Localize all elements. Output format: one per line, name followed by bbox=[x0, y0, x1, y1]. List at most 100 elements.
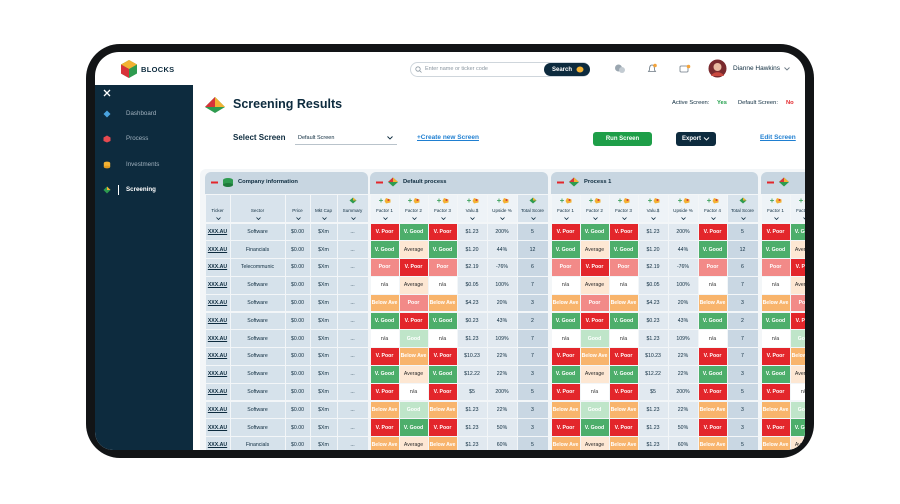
company-cell[interactable]: XXX.AU bbox=[205, 223, 230, 241]
factor-icons[interactable] bbox=[677, 197, 691, 204]
collapse-group[interactable] bbox=[376, 181, 383, 184]
company-cell: $0.00 bbox=[285, 365, 310, 383]
value-cell: $1.23 bbox=[638, 330, 668, 348]
factor-icons[interactable] bbox=[436, 197, 450, 204]
sort-chevron[interactable] bbox=[350, 217, 356, 220]
rating-cell: Average bbox=[399, 365, 428, 383]
user-menu-chevron[interactable] bbox=[784, 67, 790, 71]
rating-cell: n/a bbox=[698, 276, 727, 294]
company-cell[interactable]: XXX.AU bbox=[205, 241, 230, 259]
rating-cell: V. Poor bbox=[399, 259, 428, 276]
company-cell: $0.00 bbox=[285, 401, 310, 419]
value-cell: 2 bbox=[517, 312, 548, 330]
collapse-group[interactable] bbox=[557, 181, 564, 184]
company-cell[interactable]: XXX.AU bbox=[205, 294, 230, 312]
factor-icons[interactable] bbox=[647, 197, 661, 204]
value-cell: 7 bbox=[727, 330, 758, 348]
sort-chevron[interactable] bbox=[411, 217, 417, 220]
sort-chevron[interactable] bbox=[592, 217, 598, 220]
message-icon[interactable] bbox=[679, 64, 691, 74]
sort-chevron[interactable] bbox=[470, 217, 475, 220]
column-label: Summary bbox=[342, 208, 363, 213]
close-sidebar[interactable] bbox=[103, 89, 111, 97]
company-cell[interactable]: XXX.AU bbox=[205, 419, 230, 437]
search-button[interactable]: Search bbox=[544, 63, 590, 76]
factor-icons[interactable] bbox=[588, 197, 602, 204]
company-cell: $0.00 bbox=[285, 330, 310, 348]
company-cell[interactable]: XXX.AU bbox=[205, 276, 230, 294]
export-button[interactable]: Export bbox=[676, 132, 716, 146]
edit-screen-link[interactable]: Edit Screen bbox=[760, 134, 796, 141]
sort-chevron[interactable] bbox=[802, 217, 806, 220]
company-cell: Software bbox=[230, 276, 285, 294]
company-cell[interactable]: XXX.AU bbox=[205, 330, 230, 348]
company-cell[interactable]: XXX.AU bbox=[205, 401, 230, 419]
sidebar-item[interactable]: Dashboard bbox=[126, 110, 157, 117]
column-header: Total Score bbox=[517, 195, 548, 222]
user-avatar[interactable] bbox=[708, 59, 727, 78]
company-cell: Software bbox=[230, 312, 285, 330]
column-header: Sector bbox=[230, 195, 285, 222]
factor-icons[interactable] bbox=[559, 197, 573, 204]
factor-icons[interactable] bbox=[769, 197, 783, 204]
sort-chevron[interactable] bbox=[500, 217, 505, 220]
company-cell[interactable]: XXX.AU bbox=[205, 383, 230, 401]
rating-cell: Average bbox=[580, 365, 609, 383]
column-label: Upside % bbox=[673, 208, 693, 213]
value-cell: 5 bbox=[727, 437, 758, 450]
company-cell: ... bbox=[337, 401, 368, 419]
rating-cell: V. Poor bbox=[551, 223, 580, 241]
factor-icons[interactable] bbox=[496, 197, 510, 204]
user-name: Dianne Hawkins bbox=[733, 65, 780, 72]
sidebar-item[interactable]: Investments bbox=[126, 161, 160, 168]
create-screen-link[interactable]: +Create new Screen bbox=[417, 134, 479, 141]
company-cell: ... bbox=[337, 419, 368, 437]
company-cell[interactable]: XXX.AU bbox=[205, 365, 230, 383]
sort-chevron[interactable] bbox=[321, 217, 327, 220]
company-cell[interactable]: XXX.AU bbox=[205, 437, 230, 450]
company-cell: $0.00 bbox=[285, 419, 310, 437]
company-cell: Financials bbox=[230, 437, 285, 450]
factor-icons[interactable] bbox=[706, 197, 720, 204]
sort-chevron[interactable] bbox=[681, 217, 686, 220]
run-screen-button[interactable]: Run Screen bbox=[593, 132, 652, 146]
sort-chevron[interactable] bbox=[530, 217, 536, 220]
rating-cell: Below Ave bbox=[428, 437, 457, 450]
bell-icon[interactable] bbox=[647, 63, 658, 74]
company-cell[interactable]: XXX.AU bbox=[205, 259, 230, 276]
company-cell[interactable]: XXX.AU bbox=[205, 312, 230, 330]
company-cell: $Xm bbox=[310, 348, 337, 365]
chat-icon[interactable] bbox=[614, 64, 626, 74]
sort-chevron[interactable] bbox=[773, 217, 779, 220]
factor-icons[interactable] bbox=[617, 197, 631, 204]
sort-chevron[interactable] bbox=[651, 217, 656, 220]
factor-icons[interactable] bbox=[798, 197, 805, 204]
rating-cell: V. Poor bbox=[551, 383, 580, 401]
column-label: Mkt Cap bbox=[314, 208, 333, 213]
sort-chevron[interactable] bbox=[382, 217, 388, 220]
company-cell[interactable]: XXX.AU bbox=[205, 348, 230, 365]
collapse-group[interactable] bbox=[767, 181, 774, 184]
factor-icons[interactable] bbox=[378, 197, 392, 204]
sort-chevron[interactable] bbox=[440, 217, 446, 220]
rating-cell: V. Poor bbox=[370, 419, 399, 437]
sort-chevron[interactable] bbox=[710, 217, 716, 220]
sort-chevron[interactable] bbox=[621, 217, 627, 220]
factor-icons[interactable] bbox=[466, 197, 480, 204]
collapse-group[interactable] bbox=[211, 181, 218, 184]
sort-chevron[interactable] bbox=[255, 217, 261, 220]
sort-chevron[interactable] bbox=[563, 217, 569, 220]
screen-dropdown[interactable] bbox=[295, 131, 397, 145]
rating-cell: V. Poor bbox=[761, 223, 790, 241]
value-cell: $1.23 bbox=[457, 223, 487, 241]
company-cell: $Xm bbox=[310, 276, 337, 294]
sidebar-item[interactable]: Process bbox=[126, 135, 149, 142]
rating-cell: n/a bbox=[761, 276, 790, 294]
value-cell: 3 bbox=[727, 294, 758, 312]
factor-icons[interactable] bbox=[407, 197, 421, 204]
rating-cell: V. Good bbox=[790, 223, 805, 241]
sidebar-item[interactable]: Screening bbox=[126, 186, 156, 193]
sort-chevron[interactable] bbox=[295, 217, 301, 220]
sort-chevron[interactable] bbox=[740, 217, 746, 220]
sort-chevron[interactable] bbox=[215, 217, 221, 220]
